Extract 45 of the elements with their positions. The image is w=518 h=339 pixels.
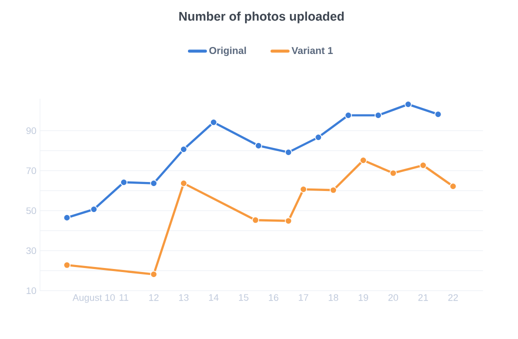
point xyxy=(344,112,352,119)
point xyxy=(63,262,71,269)
point xyxy=(314,134,322,141)
point xyxy=(374,112,382,119)
point xyxy=(449,182,457,190)
y-tick-label: 70 xyxy=(26,167,36,174)
point xyxy=(404,100,412,108)
y-tick-label: 10 xyxy=(26,287,36,294)
point xyxy=(300,186,307,193)
x-tick-label: 12 xyxy=(149,294,159,301)
x-tick-label: 14 xyxy=(209,294,219,301)
x-tick-label: 15 xyxy=(239,294,248,301)
legend-label: Variant 1 xyxy=(292,46,333,54)
point xyxy=(63,214,71,222)
y-tick-label: 30 xyxy=(26,247,36,254)
point xyxy=(90,206,98,213)
point xyxy=(284,217,292,224)
point xyxy=(150,270,158,278)
point xyxy=(252,216,260,224)
x-tick-label: 11 xyxy=(120,294,128,301)
x-tick-label: August 10 xyxy=(72,294,115,303)
x-tick-label: 21 xyxy=(418,294,428,301)
point xyxy=(330,186,337,194)
point xyxy=(420,162,427,169)
x-tick-label: 22 xyxy=(448,294,458,301)
y-tick-label: 90 xyxy=(26,127,36,134)
x-tick-label: 20 xyxy=(388,294,398,301)
legend-label: Original xyxy=(209,46,246,56)
point xyxy=(210,118,218,126)
point xyxy=(254,142,262,150)
point xyxy=(180,180,188,187)
x-tick-label: 18 xyxy=(328,294,338,301)
x-tick-label: 19 xyxy=(358,294,368,301)
chart-title: Number of photos uploaded xyxy=(179,12,344,24)
x-tick-label: 16 xyxy=(268,294,278,301)
point xyxy=(360,156,367,164)
y-tick-label: 50 xyxy=(26,207,36,214)
point xyxy=(180,146,188,153)
point xyxy=(284,148,292,156)
point xyxy=(120,178,128,186)
x-tick-label: 13 xyxy=(179,294,189,301)
point xyxy=(150,180,158,187)
point xyxy=(434,110,442,118)
x-tick-label: 17 xyxy=(298,294,308,301)
point xyxy=(390,170,397,177)
